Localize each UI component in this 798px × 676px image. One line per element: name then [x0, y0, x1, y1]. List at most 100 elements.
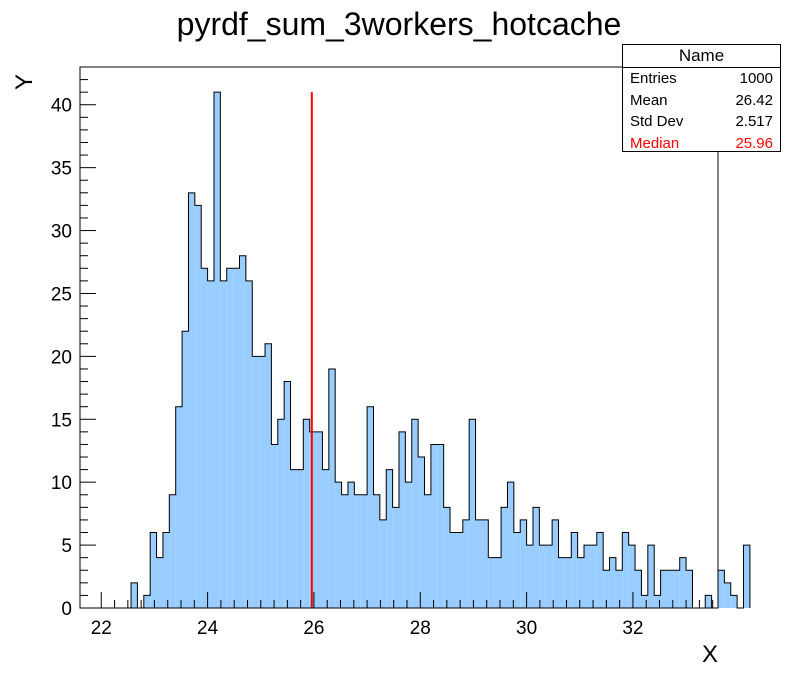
y-tick-label: 15 — [51, 410, 72, 431]
histogram-bin — [347, 482, 355, 608]
histogram-bin — [552, 519, 559, 608]
x-axis-title: X — [702, 641, 718, 668]
histogram-bin — [488, 557, 495, 608]
histogram-bin — [622, 532, 629, 608]
histogram-bin — [143, 595, 151, 608]
histogram-bin — [322, 469, 329, 608]
histogram-bin — [539, 545, 546, 608]
histogram-bin — [239, 255, 246, 608]
histogram-bin — [169, 494, 176, 608]
histogram-bin — [635, 570, 642, 608]
histogram-bin — [309, 431, 317, 608]
stats-row-stddev: Std Dev 2.517 — [623, 111, 780, 133]
histogram-bin — [679, 557, 687, 608]
histogram-bin — [188, 192, 195, 608]
x-tick-label: 30 — [516, 618, 537, 639]
histogram-bin — [405, 482, 412, 608]
histogram-bin — [584, 545, 591, 608]
histogram-bin — [379, 519, 387, 608]
histogram-bin — [437, 444, 444, 608]
histogram-bin — [131, 582, 138, 608]
histogram-bin — [430, 444, 438, 608]
y-tick-label: 25 — [51, 284, 72, 305]
histogram-bin — [258, 356, 266, 608]
plot-frame — [79, 66, 719, 609]
histogram-bin — [545, 545, 553, 608]
stats-median-label: Median — [630, 134, 680, 152]
plot-frame-box — [79, 66, 719, 609]
histogram-bin — [730, 595, 738, 608]
histogram-bin — [596, 532, 604, 608]
histogram-bin — [666, 570, 674, 608]
histogram-bars — [80, 91, 751, 609]
stats-entries-label: Entries — [630, 70, 677, 87]
y-tick-label: 5 — [61, 536, 72, 557]
histogram-bin — [316, 431, 323, 608]
histogram-bin — [469, 419, 476, 608]
histogram-outline — [80, 91, 751, 609]
histogram-bin — [590, 545, 597, 608]
histogram-bin — [564, 557, 572, 608]
histogram-bin — [456, 532, 463, 608]
histogram-bin — [150, 532, 157, 608]
x-tick-label: 28 — [410, 618, 431, 639]
histogram-bin — [265, 343, 272, 608]
histogram-bin — [220, 280, 227, 608]
histogram-bin — [162, 532, 170, 608]
stats-row-entries: Entries 1000 — [623, 68, 780, 90]
histogram-bin — [647, 545, 655, 608]
histogram-bin — [577, 557, 585, 608]
histogram-bin — [367, 406, 374, 608]
histogram-bin — [743, 545, 750, 608]
histogram-bin — [571, 532, 578, 608]
histogram-bin — [277, 419, 285, 608]
histogram-bin — [603, 570, 610, 608]
histogram-bin — [360, 494, 368, 608]
stats-stddev-value: 2.517 — [735, 113, 773, 130]
stats-row-mean: Mean 26.42 — [623, 90, 780, 112]
histogram-bin — [354, 494, 361, 608]
histogram-bin — [443, 507, 451, 608]
histogram-bin — [399, 431, 406, 608]
histogram-bin — [520, 519, 527, 608]
histogram-bin — [207, 280, 214, 608]
stats-box-title: Name — [623, 45, 780, 68]
histogram-bin — [341, 494, 348, 608]
stats-mean-label: Mean — [630, 91, 668, 109]
histogram-bin — [392, 507, 399, 608]
histogram-bin — [532, 507, 540, 608]
stats-row-median: Median 25.96 — [623, 133, 780, 155]
x-tick-label: 24 — [197, 618, 219, 639]
histogram-bin — [724, 582, 731, 608]
histogram-bin — [418, 457, 425, 608]
y-tick-label: 30 — [51, 222, 72, 243]
histogram-bin — [615, 570, 623, 608]
chart-title: pyrdf_sum_3workers_hotcache — [177, 6, 622, 42]
histogram-bin — [654, 595, 661, 608]
stats-box: Name Entries 1000 Mean 26.42 Std Dev 2.5… — [622, 44, 781, 152]
y-axis-title: Y — [11, 74, 38, 90]
stats-mean-value: 26.42 — [735, 91, 773, 109]
histogram-bin — [705, 595, 712, 608]
histogram-bin — [213, 92, 221, 609]
histogram-bin — [252, 356, 259, 608]
histogram-bin — [271, 444, 278, 608]
histogram-bin — [245, 280, 253, 608]
histogram-bin — [233, 268, 240, 608]
y-tick-label: 20 — [51, 347, 72, 368]
histogram-bin — [335, 482, 342, 608]
histogram-bin — [182, 331, 189, 608]
y-tick-label: 0 — [61, 599, 72, 620]
histogram-bin — [156, 557, 163, 608]
axis-ticks: 22 24 26 28 30 32 0 5 10 15 20 25 30 35 40 — [51, 66, 714, 639]
histogram-bin — [175, 406, 183, 608]
y-tick-label: 40 — [51, 96, 72, 117]
x-tick-label: 26 — [303, 618, 324, 639]
histogram-bin — [373, 494, 380, 608]
histogram-bin — [686, 570, 693, 608]
histogram-bin — [462, 519, 470, 608]
histogram-bin — [201, 268, 208, 608]
x-tick-label: 22 — [91, 618, 112, 639]
x-tick-label: 32 — [622, 618, 643, 639]
histogram-bin — [609, 557, 616, 608]
